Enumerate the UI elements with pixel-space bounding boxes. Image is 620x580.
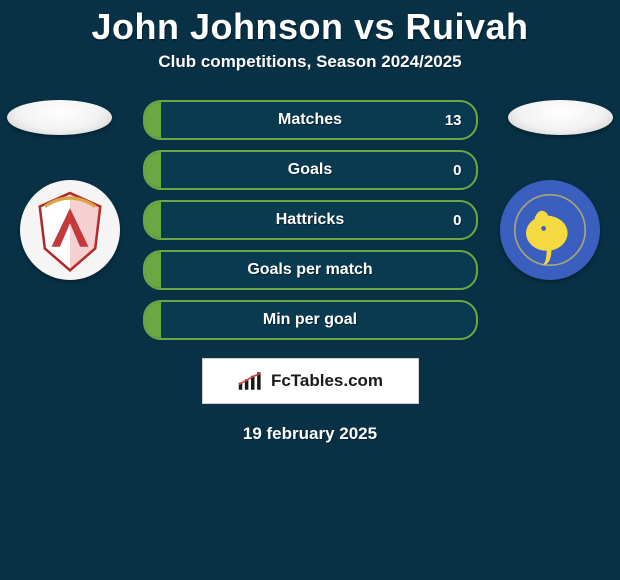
watermark: FcTables.com <box>202 358 419 404</box>
stat-value-right: 13 <box>445 102 462 138</box>
atk-crest-icon <box>28 188 112 272</box>
stat-label: Goals per match <box>247 261 372 279</box>
comparison-panel: Matches 13 Goals 0 Hattricks 0 Goals per… <box>0 100 620 444</box>
stat-fill <box>145 252 162 288</box>
club-logo-left <box>20 180 120 280</box>
player-photo-left <box>7 100 112 135</box>
stat-label: Matches <box>278 111 342 129</box>
stat-value-right: 0 <box>453 202 461 238</box>
stat-label: Hattricks <box>276 211 344 229</box>
stat-label: Goals <box>288 161 332 179</box>
stat-value-right: 0 <box>453 152 461 188</box>
stats-list: Matches 13 Goals 0 Hattricks 0 Goals per… <box>143 100 478 340</box>
stat-row: Hattricks 0 <box>143 200 478 240</box>
page-title: John Johnson vs Ruivah <box>0 0 620 48</box>
player-photo-right <box>508 100 613 135</box>
stat-row: Goals 0 <box>143 150 478 190</box>
stat-fill <box>145 202 162 238</box>
stat-label: Min per goal <box>263 311 357 329</box>
subtitle: Club competitions, Season 2024/2025 <box>0 52 620 72</box>
stat-row: Matches 13 <box>143 100 478 140</box>
stat-fill <box>145 102 162 138</box>
stat-fill <box>145 152 162 188</box>
kerala-blasters-icon <box>510 190 590 270</box>
stat-fill <box>145 302 162 338</box>
stat-row: Goals per match <box>143 250 478 290</box>
stat-row: Min per goal <box>143 300 478 340</box>
watermark-label: FcTables.com <box>271 371 383 391</box>
date-label: 19 february 2025 <box>0 424 620 444</box>
club-logo-right <box>500 180 600 280</box>
bars-icon <box>237 370 265 392</box>
